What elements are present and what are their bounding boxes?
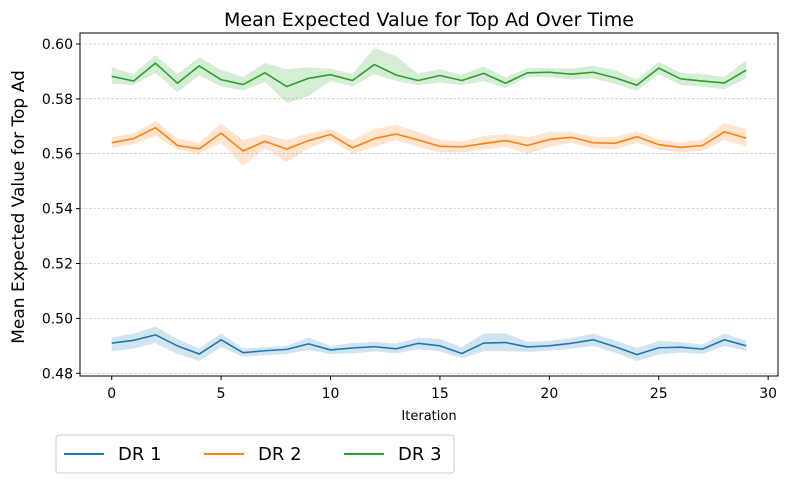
y-tick-label: 0.52: [42, 256, 73, 272]
series-lines: [111, 62, 747, 356]
x-tick-label: 0: [107, 386, 116, 402]
x-tick-label: 5: [217, 386, 226, 402]
x-tick-label: 10: [322, 386, 340, 402]
x-tick-label: 25: [650, 386, 668, 402]
confidence-band-dr-3: [111, 48, 747, 103]
x-tick-label: 30: [759, 386, 777, 402]
y-tick-label: 0.56: [42, 147, 73, 163]
legend-label-dr-2: DR 2: [258, 444, 302, 465]
series-line-dr-3: [111, 62, 747, 88]
y-grid-lines: [80, 43, 778, 374]
y-tick-label: 0.48: [42, 366, 73, 382]
x-tick-label: 15: [431, 386, 449, 402]
legend-frame: [55, 434, 455, 474]
confidence-bands: [111, 48, 747, 361]
x-axis-ticks: 0 5 10 15 20 25 30: [107, 376, 777, 402]
y-tick-label: 0.58: [42, 92, 73, 108]
y-axis-ticks: 0.48 0.50 0.52 0.54 0.56 0.58 0.60: [42, 37, 80, 382]
plot-frame: [79, 32, 779, 377]
legend: DR 1 DR 2 DR 3: [55, 434, 455, 474]
legend-label-dr-3: DR 3: [398, 444, 442, 465]
series-line-dr-1: [111, 334, 747, 356]
y-tick-label: 0.50: [42, 311, 73, 327]
series-line-dr-2: [111, 126, 747, 152]
confidence-band-dr-1: [111, 326, 747, 361]
y-tick-label: 0.60: [42, 37, 73, 53]
chart-title: Mean Expected Value for Top Ad Over Time: [224, 9, 634, 31]
y-axis-label: Mean Expected Value for Top Ad: [9, 70, 29, 344]
y-tick-label: 0.54: [42, 202, 73, 218]
legend-label-dr-1: DR 1: [118, 444, 162, 465]
x-axis-label: Iteration: [401, 409, 456, 424]
x-tick-label: 20: [540, 386, 558, 402]
